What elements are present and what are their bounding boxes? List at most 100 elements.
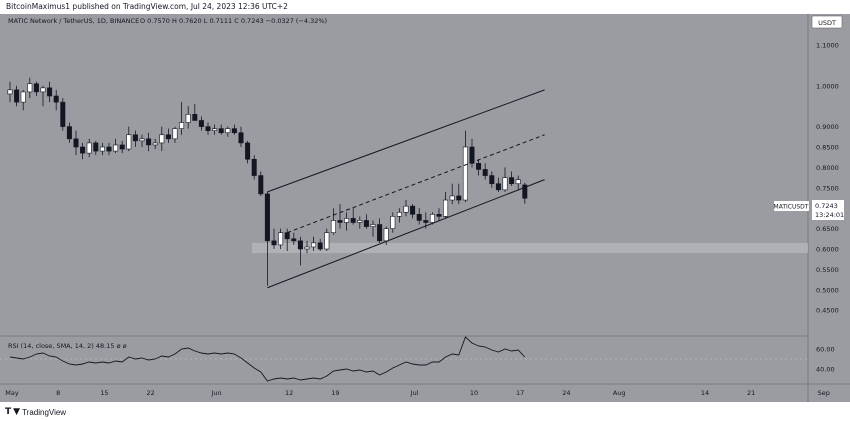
candle-down bbox=[337, 220, 343, 223]
price-tick-label: 0.5500 bbox=[816, 266, 839, 274]
price-chart-svg[interactable]: 1.1000 1.0000 0.9000 0.8500 0.8000 0.7500 0.65… bbox=[0, 14, 850, 402]
channel-middle-line[interactable] bbox=[287, 134, 545, 234]
time-tick-label: 22 bbox=[146, 389, 154, 397]
rsi-axis[interactable]: 60.00 40.00 bbox=[816, 346, 835, 374]
candle-down bbox=[291, 238, 297, 242]
footer-bar: T ▼ TradingView bbox=[0, 402, 850, 421]
ticker-label-box bbox=[774, 201, 809, 211]
candle-down bbox=[33, 83, 39, 93]
candle-up bbox=[212, 128, 218, 131]
currency-badge-label: USDT bbox=[818, 19, 836, 27]
candle-up bbox=[324, 232, 330, 250]
symbol-legend[interactable]: MATIC Network / TetherUS, 1D, BINANCE bbox=[8, 17, 139, 25]
candle-down bbox=[350, 218, 356, 223]
time-tick-label: 10 bbox=[470, 389, 478, 397]
candle-down bbox=[192, 114, 198, 121]
candle-down bbox=[119, 144, 125, 150]
bar-countdown: 13:24:01 bbox=[815, 211, 844, 219]
candle-down bbox=[317, 242, 323, 250]
candle-down bbox=[489, 175, 495, 185]
candle-down bbox=[14, 89, 20, 103]
price-tick-label: 0.6500 bbox=[816, 225, 839, 233]
time-tick-label: Aug bbox=[613, 389, 626, 397]
candle-up bbox=[370, 224, 376, 227]
rsi-line bbox=[9, 336, 526, 382]
candle-down bbox=[436, 214, 442, 217]
candle-down bbox=[495, 183, 501, 191]
candle-up bbox=[7, 89, 13, 95]
candle-down bbox=[456, 195, 462, 201]
candle-down bbox=[198, 120, 204, 127]
candle-up bbox=[429, 214, 435, 223]
price-tick-label: 0.4500 bbox=[816, 307, 839, 315]
time-tick-label: 17 bbox=[516, 389, 524, 397]
candle-down bbox=[476, 163, 482, 170]
price-label-box bbox=[812, 200, 844, 220]
candle-down bbox=[410, 205, 416, 215]
publish-bar: BitcoinMaximus1 published on TradingView… bbox=[0, 0, 850, 14]
rsi-legend[interactable]: RSI (14, close, SMA, 14, 2) 48.15 ø ø bbox=[8, 342, 127, 350]
candle-down bbox=[377, 224, 383, 242]
candle-up bbox=[185, 114, 191, 123]
candle-down bbox=[106, 146, 112, 152]
candle-down bbox=[245, 142, 251, 160]
rsi-tick-label: 40.00 bbox=[816, 366, 835, 374]
candle-down bbox=[66, 126, 72, 140]
candle-up bbox=[113, 144, 119, 152]
time-axis[interactable]: May 8 15 22 Jun 12 19 Jul 10 17 24 Aug 14 21 Sep bbox=[5, 389, 830, 397]
candle-down bbox=[482, 169, 488, 176]
candle-down bbox=[165, 134, 171, 140]
candle-up bbox=[86, 142, 92, 154]
candle-down bbox=[363, 220, 369, 227]
candle-up bbox=[396, 211, 402, 217]
publish-line: BitcoinMaximus1 published on TradingView… bbox=[6, 2, 288, 11]
candle-down bbox=[522, 184, 528, 199]
candle-down bbox=[509, 177, 515, 185]
ticker-label: MATICUSDT bbox=[774, 204, 809, 211]
candle-up bbox=[278, 232, 284, 246]
candle-up bbox=[311, 242, 317, 248]
candle-up bbox=[20, 91, 26, 103]
channel-lower-line[interactable] bbox=[267, 179, 545, 289]
candle-down bbox=[205, 126, 211, 131]
candle-down bbox=[218, 128, 224, 134]
candle-up bbox=[159, 134, 165, 144]
tv-logo-icon: T bbox=[5, 407, 11, 417]
time-tick-label: Jun bbox=[211, 389, 222, 397]
price-tick-label: 0.6000 bbox=[816, 246, 839, 254]
price-axis[interactable]: 1.1000 1.0000 0.9000 0.8500 0.8000 0.7500 0.65… bbox=[816, 42, 839, 315]
last-price: 0.7243 bbox=[815, 202, 838, 210]
candle-up bbox=[515, 179, 521, 185]
channel-upper-line[interactable] bbox=[267, 89, 545, 193]
chart-area[interactable]: 1.1000 1.0000 0.9000 0.8500 0.8000 0.7500 0.65… bbox=[0, 14, 850, 402]
currency-badge[interactable] bbox=[811, 15, 843, 29]
time-tick-label: Sep bbox=[818, 389, 830, 397]
candle-up bbox=[344, 218, 350, 223]
candle-up bbox=[126, 134, 132, 150]
tradingview-logo[interactable]: T ▼ TradingView bbox=[5, 407, 66, 417]
candle-down bbox=[297, 240, 303, 250]
candle-down bbox=[238, 132, 244, 144]
time-tick-label: Jul bbox=[410, 389, 419, 397]
candle-up bbox=[449, 195, 455, 201]
candle-up bbox=[99, 146, 105, 152]
candle-up bbox=[390, 216, 396, 229]
price-tick-label: 0.8500 bbox=[816, 144, 839, 152]
candle-down bbox=[258, 175, 264, 195]
candle-up bbox=[179, 122, 185, 129]
candle-down bbox=[264, 193, 270, 242]
candle-down bbox=[93, 142, 99, 152]
candle-up bbox=[357, 220, 363, 223]
candle-up bbox=[27, 83, 33, 93]
time-tick-label: 21 bbox=[747, 389, 755, 397]
candle-up bbox=[172, 128, 178, 140]
ohlc-legend: O 0.7570 H 0.7620 L 0.7111 C 0.7243 −0.0… bbox=[140, 17, 327, 25]
candle-up bbox=[502, 177, 508, 191]
price-tick-label: 0.9000 bbox=[816, 123, 839, 131]
time-tick-label: 19 bbox=[331, 389, 339, 397]
price-tick-label: 0.5000 bbox=[816, 286, 839, 294]
candle-down bbox=[53, 95, 59, 103]
price-tick-label: 0.7500 bbox=[816, 184, 839, 192]
candle-up bbox=[443, 199, 449, 217]
price-tick-label: 1.0000 bbox=[816, 82, 839, 90]
